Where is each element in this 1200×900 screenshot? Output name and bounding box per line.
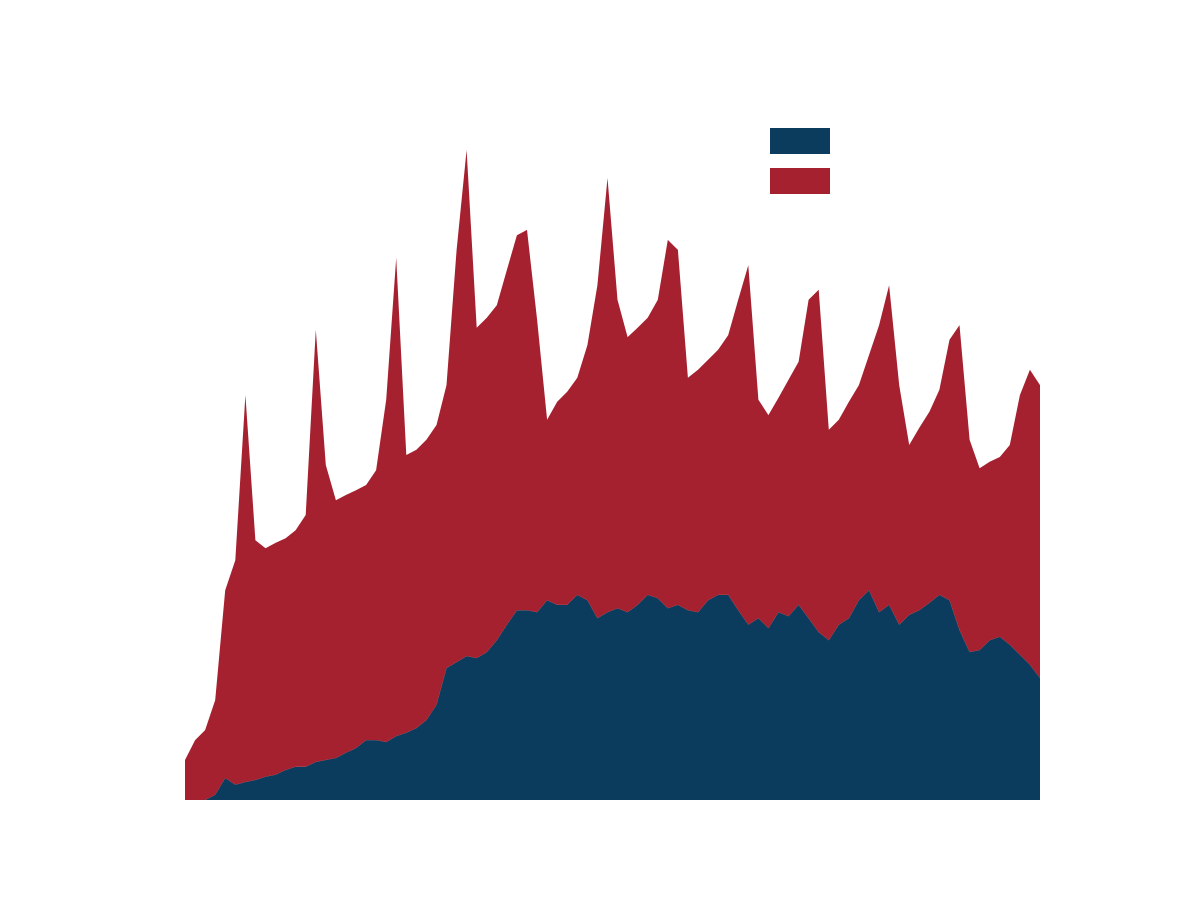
legend-swatch	[770, 128, 830, 154]
area	[185, 150, 1040, 800]
legend-swatch	[770, 168, 830, 194]
area	[185, 590, 1040, 800]
